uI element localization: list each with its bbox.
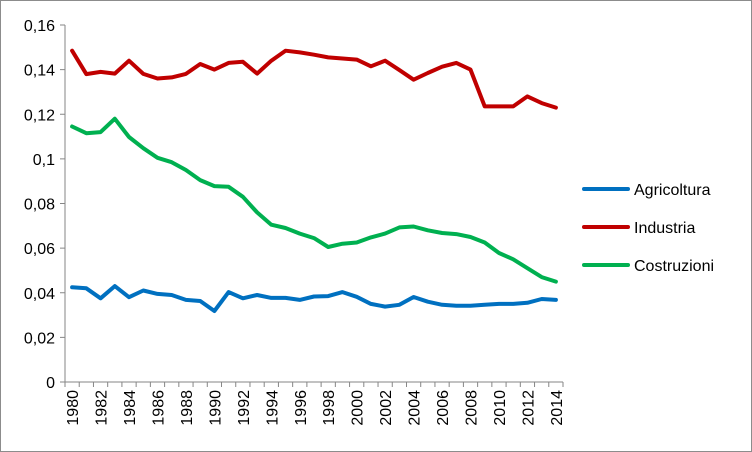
legend-label-industria: Industria xyxy=(634,220,695,237)
x-tick-label: 1988 xyxy=(179,390,196,426)
x-tick-label: 1990 xyxy=(207,390,224,426)
x-tick-label: 2006 xyxy=(435,390,452,426)
legend: Agricoltura Industria Costruzioni xyxy=(582,182,714,275)
x-tick-label: 2004 xyxy=(407,390,424,426)
y-tick-label: 0,12 xyxy=(24,107,55,124)
series-lines xyxy=(70,48,558,313)
y-tick-label: 0,16 xyxy=(24,18,55,35)
y-tick-label: 0 xyxy=(46,375,55,392)
x-tick-label: 1984 xyxy=(122,390,139,426)
x-tick-label: 1994 xyxy=(264,390,281,426)
x-tick-label: 1996 xyxy=(293,390,310,426)
x-tick-label: 1986 xyxy=(150,390,167,426)
x-tick-label: 1982 xyxy=(94,390,111,426)
x-tick-label: 2012 xyxy=(520,390,537,426)
y-tick-label: 0,08 xyxy=(24,197,55,214)
x-tick-label: 1980 xyxy=(65,390,82,426)
x-tick-label: 2014 xyxy=(549,390,566,426)
y-tick-label: 0,1 xyxy=(33,152,55,169)
axes: 0 0,02 0,04 0,06 0,08 0,1 0,12 0,14 0,16 1980 1982… xyxy=(24,18,566,426)
y-tick-label: 0,04 xyxy=(24,286,55,303)
y-tick-label: 0,06 xyxy=(24,241,55,258)
series-line-costruzioni xyxy=(70,116,558,284)
legend-label-agricoltura: Agricoltura xyxy=(634,182,711,199)
x-tick-label: 1992 xyxy=(236,390,253,426)
y-tick-label: 0,02 xyxy=(24,330,55,347)
x-tick-label: 2000 xyxy=(350,390,367,426)
x-tick-label: 1998 xyxy=(321,390,338,426)
series-line-industria xyxy=(70,48,558,110)
y-tick-label: 0,14 xyxy=(24,63,55,80)
x-tick-label: 2010 xyxy=(492,390,509,426)
x-tick-label: 2008 xyxy=(464,390,481,426)
x-tick-label: 2002 xyxy=(378,390,395,426)
series-line-agricoltura xyxy=(70,284,558,313)
legend-label-costruzioni: Costruzioni xyxy=(634,258,714,275)
